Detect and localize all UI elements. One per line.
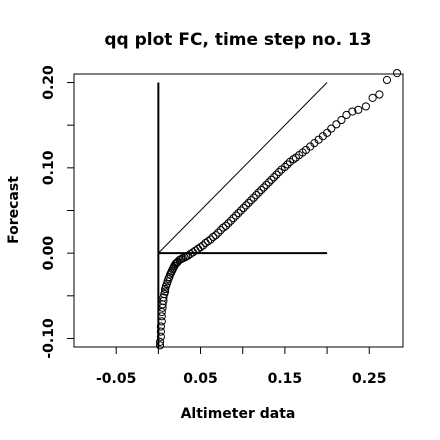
data-point <box>216 226 225 235</box>
data-point <box>354 105 363 114</box>
data-point <box>322 128 332 137</box>
data-point <box>236 206 246 215</box>
data-point <box>269 173 279 182</box>
data-point <box>214 228 223 237</box>
data-point <box>283 160 292 169</box>
data-point <box>249 193 258 202</box>
plot-area: -0.05 0.05 0.15 0.25 -0.10 0.00 0.10 0.20 <box>41 65 404 387</box>
data-point <box>171 260 180 269</box>
data-point <box>156 322 165 331</box>
x-axis-ticks: -0.05 0.05 0.15 0.25 <box>96 347 387 387</box>
data-point <box>229 214 238 223</box>
data-point <box>392 69 402 78</box>
data-point <box>252 191 261 200</box>
data-point <box>264 178 273 187</box>
data-point <box>209 232 218 242</box>
data-point <box>224 219 233 228</box>
data-point <box>226 216 236 225</box>
data-point <box>280 162 289 172</box>
chart-title: qq plot FC, time step no. 13 <box>104 30 371 50</box>
data-point <box>337 115 346 125</box>
data-point <box>262 180 271 190</box>
x-tick-label: 0.25 <box>352 371 387 387</box>
data-point <box>272 170 281 179</box>
x-axis-label: Altimeter data <box>181 406 296 422</box>
data-point <box>161 287 170 296</box>
data-point <box>259 183 268 192</box>
x-tick-label: -0.05 <box>96 371 136 387</box>
data-point <box>157 307 166 317</box>
data-point <box>155 341 165 350</box>
data-point <box>159 293 168 302</box>
data-point <box>155 337 165 346</box>
x-tick-label: 0.15 <box>268 371 303 387</box>
data-point <box>247 196 256 205</box>
data-point <box>375 90 384 99</box>
data-point <box>327 124 336 133</box>
data-point <box>274 168 284 177</box>
data-point <box>241 201 251 210</box>
data-point <box>198 241 208 250</box>
data-point <box>361 102 370 111</box>
data-point <box>204 237 213 246</box>
data-point <box>348 107 357 116</box>
data-point <box>289 155 298 164</box>
reference-line-identity <box>158 82 328 254</box>
y-tick-label: 0.00 <box>41 236 57 271</box>
data-point <box>244 198 253 207</box>
data-point <box>254 188 263 197</box>
y-axis-ticks: -0.10 0.00 0.10 0.20 <box>41 65 74 359</box>
reference-lines <box>157 82 328 347</box>
y-tick-label: 0.20 <box>41 65 57 100</box>
data-point <box>221 221 230 230</box>
data-point <box>332 120 341 129</box>
data-point <box>206 235 215 244</box>
data-point <box>219 223 228 232</box>
data-point <box>182 252 191 261</box>
data-point <box>267 175 276 184</box>
data-point <box>157 312 166 321</box>
x-tick-label: 0.05 <box>183 371 218 387</box>
data-point <box>257 185 266 195</box>
data-point <box>211 231 220 240</box>
data-point <box>368 93 377 102</box>
data-point <box>156 327 165 336</box>
y-tick-label: 0.10 <box>41 150 57 185</box>
data-point <box>239 203 248 213</box>
data-point <box>382 75 392 85</box>
data-point <box>193 244 203 253</box>
data-point <box>156 332 165 341</box>
y-axis-label: Forecast <box>6 176 22 244</box>
data-point <box>231 211 241 220</box>
data-point <box>342 110 351 120</box>
y-tick-label: -0.10 <box>41 318 57 359</box>
data-point <box>196 243 205 252</box>
data-point <box>234 208 243 218</box>
data-points <box>155 69 402 350</box>
data-point <box>157 317 166 326</box>
